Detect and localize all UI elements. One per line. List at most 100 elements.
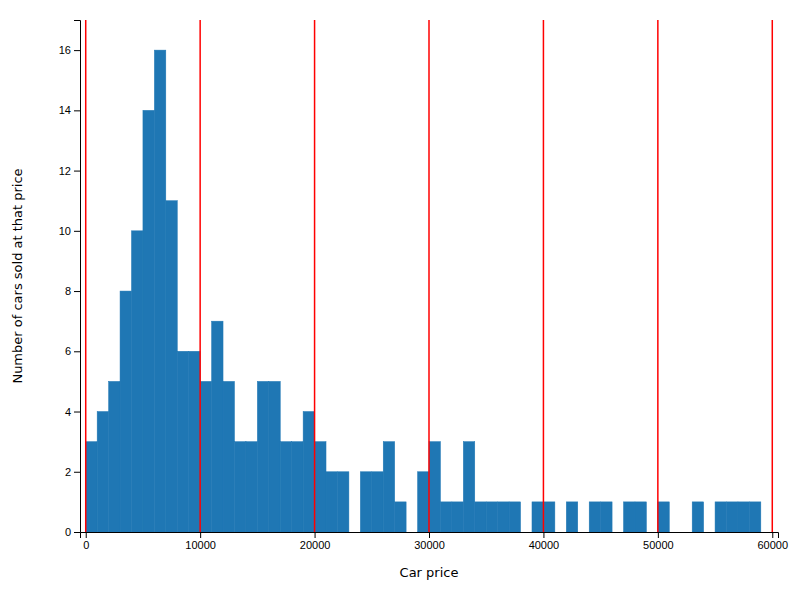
bar bbox=[727, 502, 738, 532]
bar bbox=[624, 502, 635, 532]
bar bbox=[681, 532, 692, 533]
bar bbox=[120, 291, 131, 532]
bar bbox=[131, 231, 142, 532]
vertical-line bbox=[428, 20, 430, 532]
tick-mark bbox=[772, 532, 773, 538]
vertical-line bbox=[543, 20, 545, 532]
tick-label: 60000 bbox=[757, 539, 788, 551]
vertical-line bbox=[314, 20, 316, 532]
vertical-line bbox=[199, 20, 201, 532]
bar bbox=[646, 532, 657, 533]
bar bbox=[189, 351, 200, 532]
tick-mark bbox=[543, 532, 544, 538]
tick: 10000 bbox=[185, 532, 216, 551]
tick-mark bbox=[74, 532, 80, 533]
bar bbox=[360, 472, 371, 532]
bar bbox=[463, 442, 474, 532]
tick-mark bbox=[74, 351, 80, 352]
bar bbox=[154, 50, 165, 532]
bar bbox=[200, 381, 211, 532]
bar bbox=[692, 502, 703, 532]
bar bbox=[589, 502, 600, 532]
y-axis: 0 2 4 6 8 10 12 14 16 bbox=[59, 21, 81, 539]
tick-label: 4 bbox=[65, 406, 71, 418]
vertical-line bbox=[657, 20, 659, 532]
tick: 0 bbox=[83, 532, 89, 551]
tick-label: 0 bbox=[65, 526, 71, 538]
bar bbox=[555, 532, 566, 533]
bar bbox=[761, 532, 772, 533]
bar bbox=[303, 412, 314, 532]
tick-label: 6 bbox=[65, 345, 71, 357]
tick: 12 bbox=[59, 165, 80, 177]
tick-mark bbox=[74, 291, 80, 292]
x-axis: 0 10000 20000 30000 40000 50000 60000 bbox=[81, 532, 789, 551]
bar bbox=[292, 442, 303, 532]
tick-mark bbox=[315, 532, 316, 538]
bar bbox=[635, 502, 646, 532]
bar bbox=[86, 442, 97, 532]
tick-label: 0 bbox=[83, 539, 89, 551]
bar bbox=[532, 502, 543, 532]
bar bbox=[658, 502, 669, 532]
bar bbox=[509, 502, 520, 532]
bar bbox=[612, 532, 623, 533]
tick-mark bbox=[200, 532, 201, 538]
tick-mark bbox=[429, 532, 430, 538]
tick-label: 10 bbox=[59, 225, 71, 237]
bar bbox=[269, 381, 280, 532]
bar bbox=[715, 502, 726, 532]
tick: 14 bbox=[59, 104, 80, 116]
bar bbox=[280, 442, 291, 532]
bar bbox=[212, 321, 223, 532]
bar bbox=[223, 381, 234, 532]
vertical-line bbox=[85, 20, 87, 532]
tick: 60000 bbox=[757, 532, 788, 551]
bar bbox=[498, 502, 509, 532]
bar bbox=[452, 502, 463, 532]
bar bbox=[326, 472, 337, 532]
bar bbox=[395, 502, 406, 532]
bar bbox=[543, 502, 554, 532]
bar bbox=[166, 201, 177, 532]
bar bbox=[315, 442, 326, 532]
tick-mark bbox=[86, 532, 87, 538]
bar bbox=[143, 110, 154, 532]
tick: 6 bbox=[65, 345, 80, 357]
bar bbox=[246, 442, 257, 532]
plot-area: 0 10000 20000 30000 40000 50000 60000 0 2 4 6 8 10 12… bbox=[59, 20, 788, 551]
bar bbox=[521, 532, 532, 533]
tick-label: 8 bbox=[65, 285, 71, 297]
tick-mark bbox=[74, 50, 80, 51]
tick-label: 50000 bbox=[643, 539, 674, 551]
bar bbox=[177, 351, 188, 532]
bar bbox=[704, 532, 715, 533]
tick: 4 bbox=[65, 406, 80, 418]
bar bbox=[566, 502, 577, 532]
tick: 0 bbox=[65, 526, 80, 538]
tick: 50000 bbox=[643, 532, 674, 551]
bar bbox=[337, 472, 348, 532]
bar bbox=[257, 381, 268, 532]
tick: 40000 bbox=[529, 532, 560, 551]
tick-label: 16 bbox=[59, 44, 71, 56]
bar bbox=[669, 532, 680, 533]
tick: 16 bbox=[59, 44, 80, 56]
axis-line bbox=[81, 533, 779, 539]
bar bbox=[475, 502, 486, 532]
tick-label: 2 bbox=[65, 466, 71, 478]
tick: 20000 bbox=[300, 532, 331, 551]
tick-mark bbox=[74, 472, 80, 473]
tick-label: 20000 bbox=[300, 539, 331, 551]
bar bbox=[97, 412, 108, 532]
tick-label: 30000 bbox=[414, 539, 445, 551]
bar bbox=[440, 502, 451, 532]
tick: 2 bbox=[65, 466, 80, 478]
bar bbox=[109, 381, 120, 532]
chart: 0 10000 20000 30000 40000 50000 60000 0 2 4 6 8 10 12… bbox=[0, 0, 808, 592]
vertical-line bbox=[772, 20, 774, 532]
x-axis-title: Car price bbox=[400, 565, 459, 580]
bar bbox=[429, 442, 440, 532]
bar bbox=[372, 472, 383, 532]
marks bbox=[86, 20, 773, 532]
